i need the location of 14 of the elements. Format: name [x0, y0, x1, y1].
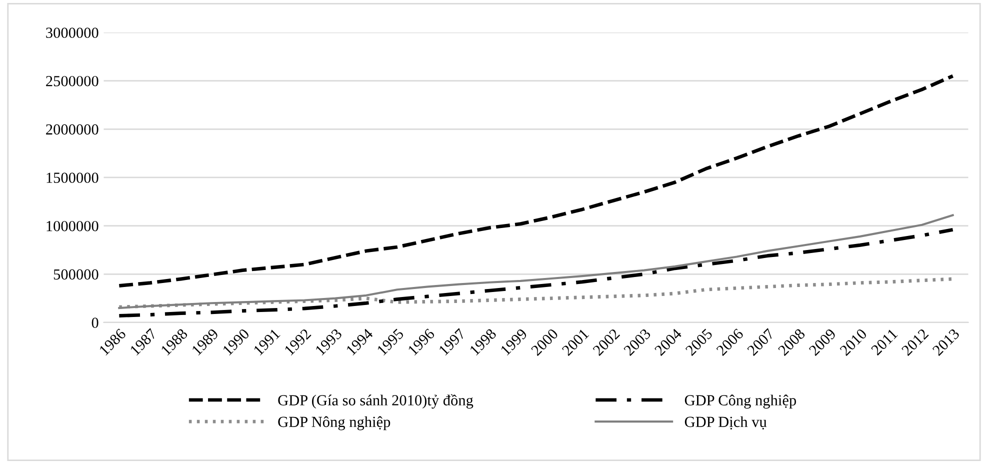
y-tick-label: 500000 [54, 269, 98, 280]
line-series [118, 214, 954, 310]
legend-label: GDP Nông nghiệp [278, 416, 390, 430]
legend-label: GDP Công nghiệp [684, 394, 796, 409]
y-tick-label: 0 [92, 318, 98, 328]
y-tick-label: 3000000 [46, 28, 98, 38]
line-series [117, 74, 955, 288]
legend-label: GDP Dịch vụ [684, 416, 767, 430]
line-series [117, 228, 955, 318]
y-tick-label: 2500000 [46, 76, 98, 86]
y-tick-label: 1000000 [46, 220, 98, 232]
y-tick-label: 2000000 [46, 124, 98, 135]
legend-label: GDP (Gía so sánh 2010)tỷ đồng [278, 394, 474, 409]
y-tick-label: 1500000 [46, 172, 98, 183]
